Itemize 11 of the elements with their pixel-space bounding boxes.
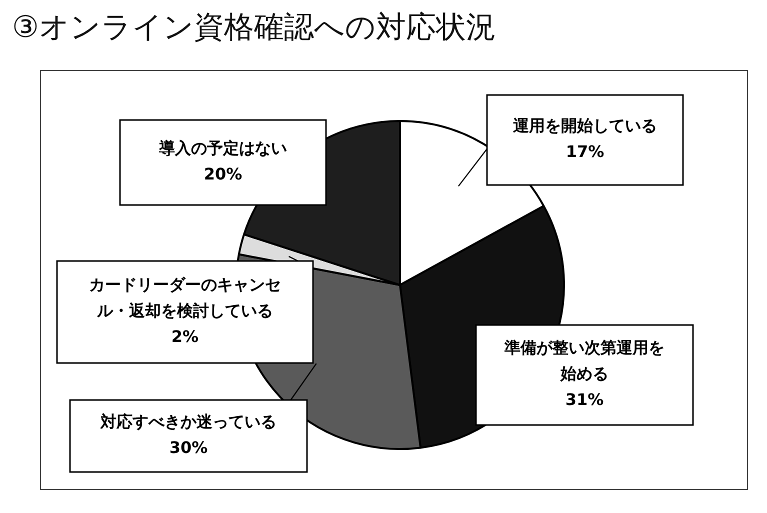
slice-label: 導入の予定はない [158,138,287,158]
data-label: 17% [566,142,604,162]
slice-label: 運用を開始している [512,116,657,136]
slice-label: 対応すべきか迷っている [100,412,276,432]
slice-label: 準備が整い次第運用を始める [504,338,664,384]
data-label: 2% [171,327,199,346]
data-label: 20% [204,164,242,184]
data-label: 30% [169,438,208,458]
legend-label: カードリーダーのキャンセル・返却を検討している [89,275,281,320]
chart-title: ③オンライン資格確認への対応状況 [12,9,497,47]
data-label: 31% [565,390,604,410]
